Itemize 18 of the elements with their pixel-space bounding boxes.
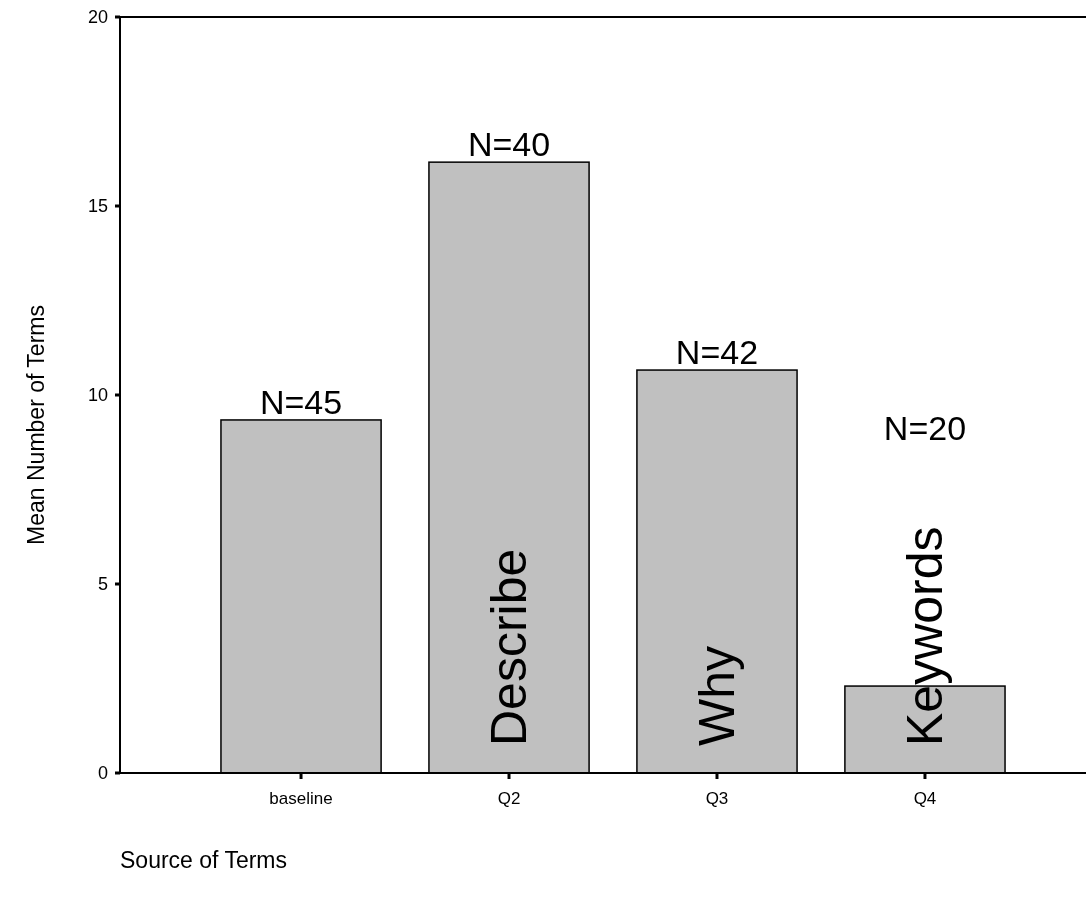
x-tick-label: Q4 (913, 789, 937, 808)
y-axis-title: Mean Number of Terms (23, 305, 49, 545)
annotation: Why (688, 646, 745, 746)
x-tick-label: Q3 (705, 789, 729, 808)
y-tick-label: 10 (87, 385, 108, 406)
y-tick-label: 20 (87, 7, 108, 28)
y-tick-label: 15 (87, 196, 108, 217)
annotation: N=20 (883, 409, 967, 447)
annotation: N=40 (467, 125, 551, 164)
annotation: Describe (481, 548, 538, 746)
y-tick-label: 5 (97, 574, 108, 595)
x-tick-label: baseline (269, 789, 333, 808)
annotation: N=45 (259, 382, 343, 421)
annotation: Keywords (896, 526, 953, 746)
annotation: N=42 (675, 333, 759, 372)
y-tick-label: 0 (97, 763, 108, 784)
x-axis-title: Source of Terms (120, 847, 288, 873)
x-tick-label: Q2 (497, 789, 521, 808)
